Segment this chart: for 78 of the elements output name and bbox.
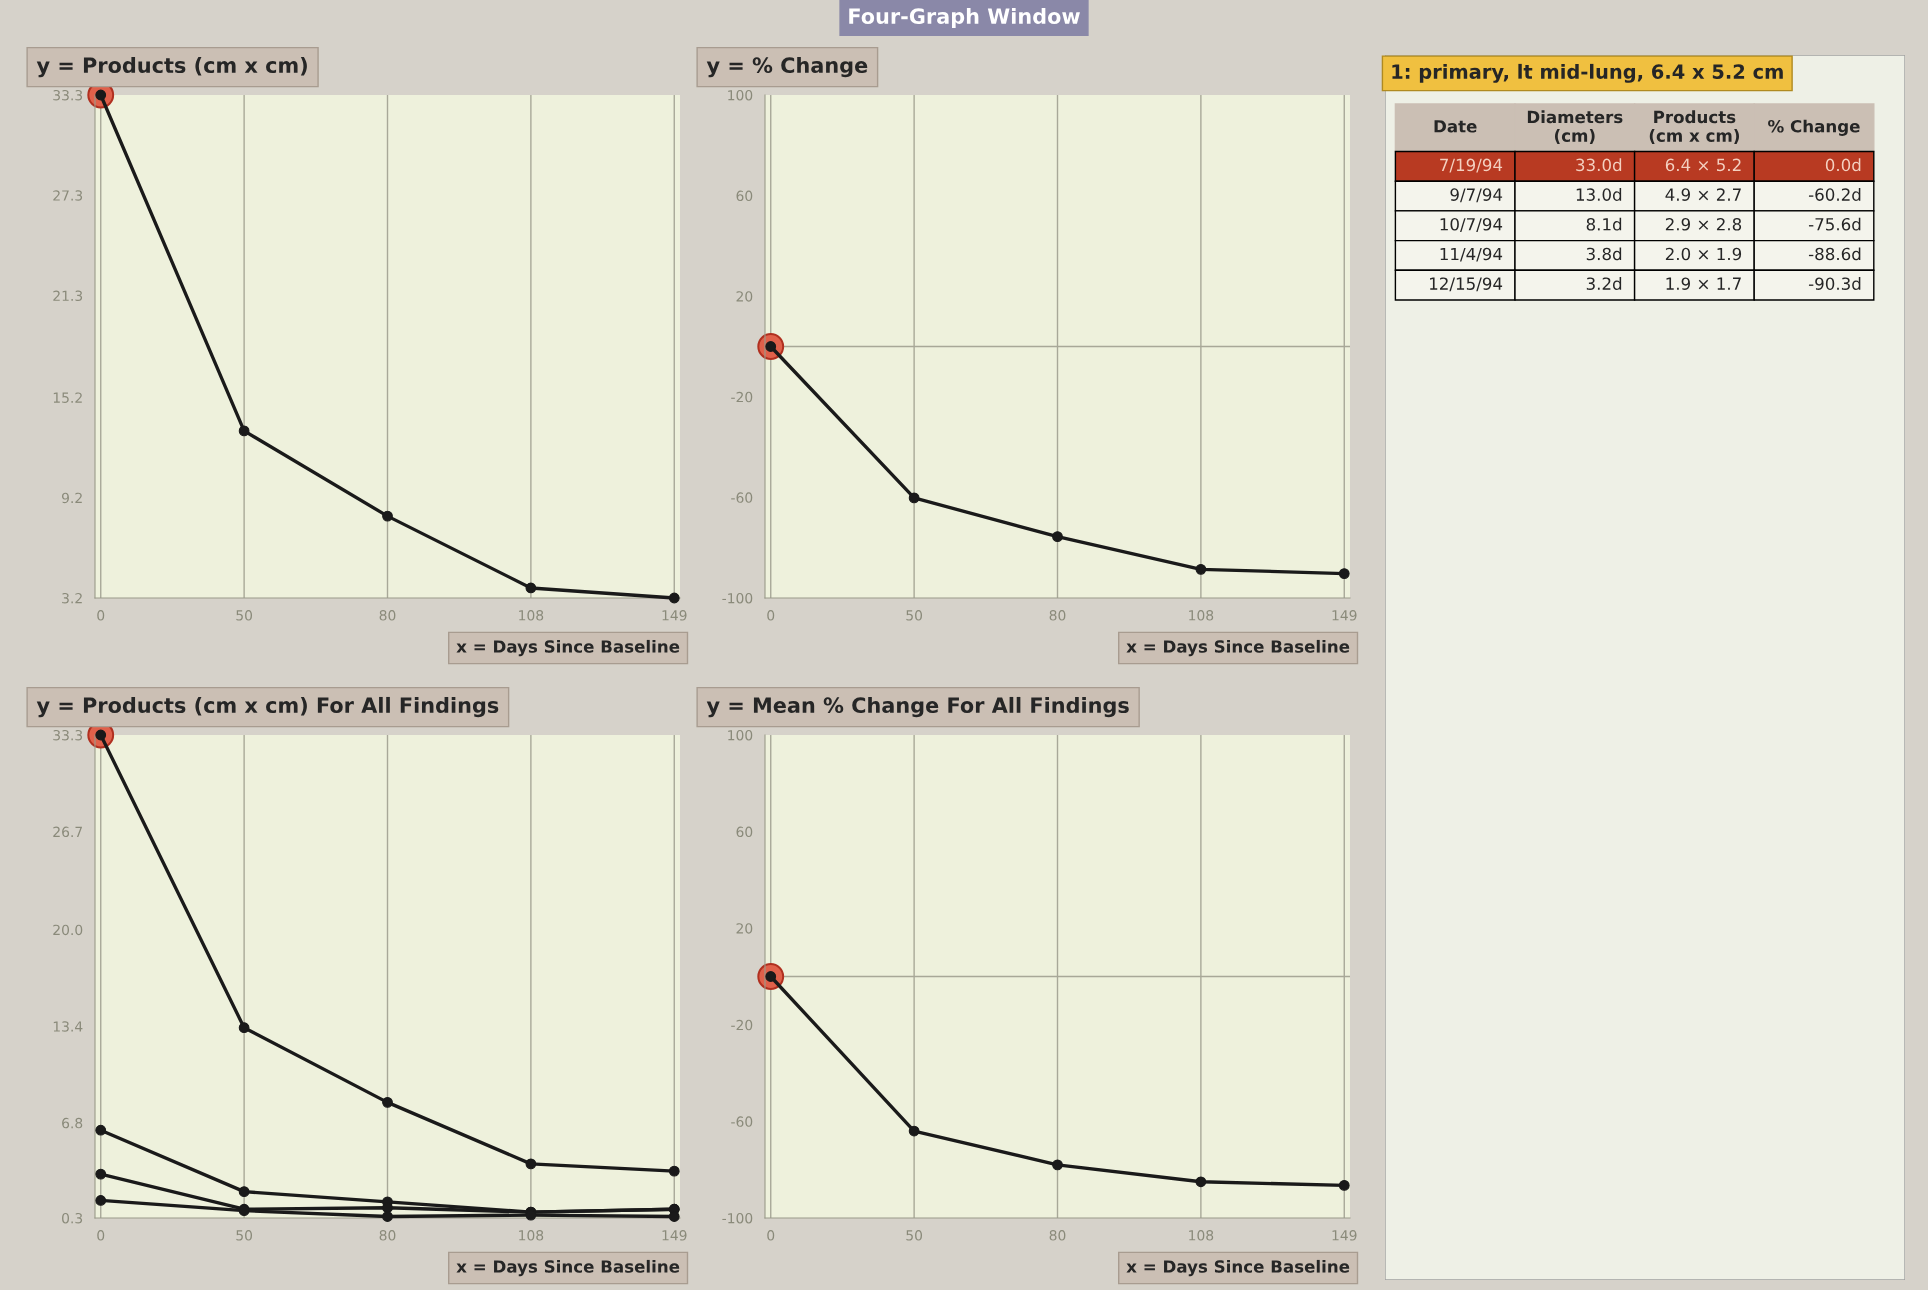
x-tick-label: 0 (97, 1230, 105, 1241)
category-label: % Change (1768, 119, 1860, 136)
text: Four-Graph Window (849, 7, 1080, 29)
text: 1.9 × 1.7 (1666, 277, 1741, 290)
x-tick-label: 0 (97, 610, 105, 621)
y-tick-label: -100 (722, 592, 753, 604)
y-tick-label: 33.3 (53, 89, 83, 101)
y-tick-label: -60 (731, 492, 753, 503)
chart-title: y = % Change (706, 56, 868, 78)
text: 7/19/94 (1440, 158, 1503, 173)
y-tick-label: 15.2 (53, 392, 82, 403)
x-tick-label: 50 (236, 1230, 253, 1241)
x-tick-label: 0 (767, 610, 775, 621)
y-tick-label: 33.3 (53, 729, 83, 741)
y-tick-label: 60 (736, 190, 753, 202)
x-tick-label: 80 (379, 1230, 396, 1241)
text: -88.6d (1808, 247, 1861, 261)
y-tick-label: 13.4 (53, 1021, 83, 1032)
chart-title: y = Mean % Change For All Findings (706, 696, 1129, 718)
y-tick-label: 100 (728, 89, 753, 101)
text: 2.0 × 1.9 (1665, 247, 1742, 261)
y-tick-label: 26.7 (53, 826, 83, 838)
x-tick-label: 50 (906, 610, 923, 621)
x-tick-label: 108 (519, 1230, 544, 1241)
text: 0.0d (1825, 158, 1861, 172)
y-tick-label: 9.2 (61, 492, 82, 504)
chart-title: y = Products (cm x cm) For All Findings (36, 696, 499, 718)
x-tick-label: 50 (236, 610, 253, 621)
text: 12/15/94 (1430, 277, 1503, 292)
x-tick-label: 149 (1332, 610, 1357, 621)
text: -60.2d (1808, 188, 1861, 201)
x-tick-label: 50 (906, 1230, 923, 1241)
y-tick-label: 0.3 (62, 1212, 83, 1224)
text: -90.3d (1808, 277, 1861, 290)
y-tick-label: -100 (722, 1212, 753, 1224)
text: 9/7/94 (1450, 188, 1503, 203)
x-axis-title: x = Days Since Baseline (1126, 639, 1350, 657)
y-tick-label: 60 (736, 826, 753, 838)
x-axis-title: x = Days Since Baseline (1126, 1259, 1350, 1277)
x-axis-title: x = Days Since Baseline (456, 639, 680, 657)
x-tick-label: 149 (662, 610, 687, 621)
y-tick-label: 3.2 (62, 592, 82, 604)
y-tick-label: 20 (736, 923, 753, 934)
y-tick-label: 27.3 (53, 190, 83, 201)
text: 1: primary, lt mid-lung, 6.4 x 5.2 cm (1392, 63, 1783, 83)
x-tick-label: 149 (1332, 1230, 1357, 1241)
category-label: Diameters (cm) (1527, 110, 1623, 144)
y-tick-label: 21.3 (53, 290, 83, 302)
y-tick-label: -60 (731, 1116, 753, 1127)
x-tick-label: 80 (379, 610, 396, 621)
text: 3.8d (1586, 247, 1622, 261)
x-tick-label: 149 (662, 1230, 687, 1241)
text: 4.9 × 2.7 (1665, 188, 1741, 201)
category-label: Products (cm x cm) (1649, 110, 1740, 144)
y-tick-label: 100 (728, 729, 753, 741)
y-tick-label: 6.8 (62, 1117, 83, 1129)
text: 13.0d (1576, 188, 1622, 201)
x-tick-label: 80 (1049, 1230, 1066, 1241)
y-tick-label: -20 (731, 391, 753, 403)
y-tick-label: -20 (731, 1019, 753, 1031)
text: 10/7/94 (1440, 217, 1503, 232)
x-tick-label: 80 (1049, 610, 1066, 621)
text: -75.6d (1808, 217, 1861, 231)
text: 2.9 × 2.8 (1665, 217, 1742, 231)
x-tick-label: 108 (519, 610, 544, 621)
x-tick-label: 108 (1189, 610, 1214, 621)
text: 6.4 × 5.2 (1665, 158, 1741, 172)
text: 8.1d (1586, 217, 1622, 231)
y-tick-label: 20.0 (53, 924, 83, 936)
text: 3.2d (1586, 277, 1622, 290)
x-axis-title: x = Days Since Baseline (456, 1259, 680, 1277)
x-tick-label: 108 (1189, 1230, 1214, 1241)
y-tick-label: 20 (736, 291, 753, 302)
text: 11/4/94 (1440, 247, 1503, 262)
category-label: Date (1434, 120, 1477, 133)
x-tick-label: 0 (767, 1230, 775, 1241)
text: 33.0d (1576, 158, 1622, 172)
chart-title: y = Products (cm x cm) (36, 56, 307, 78)
